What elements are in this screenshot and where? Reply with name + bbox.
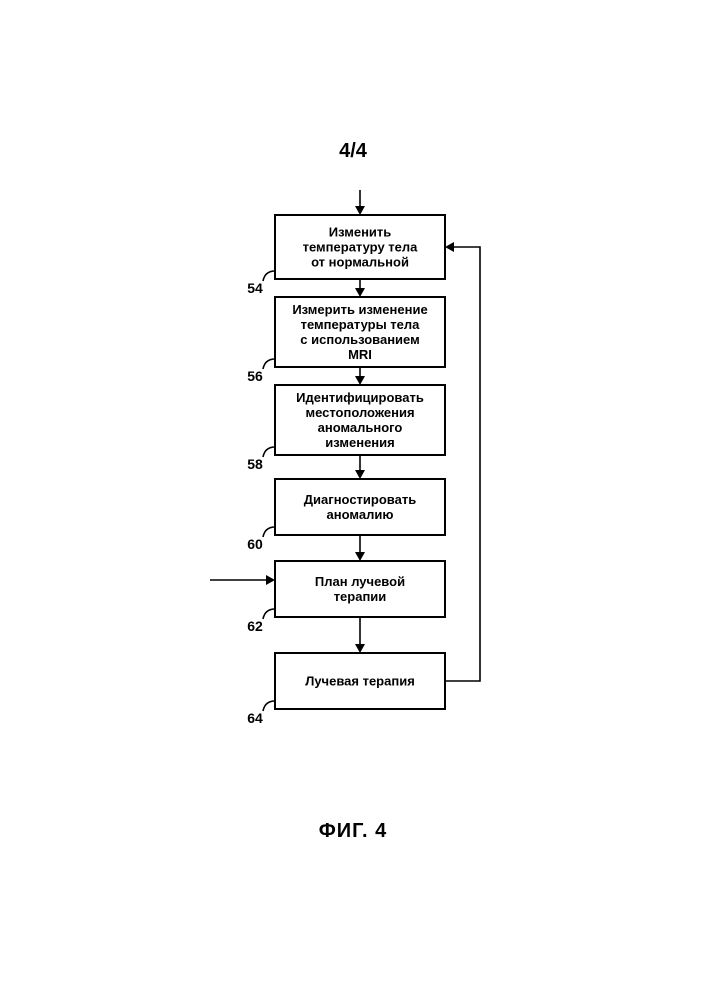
flow-box-text: MRI [348,347,372,362]
flowchart-svg: Изменитьтемпературу телаот нормальной 54 И… [0,0,706,999]
flow-box-text: с использованием [300,332,419,347]
flow-box-text: Идентифицировать [296,390,424,405]
ref-hook [263,359,275,369]
flow-box-text: План лучевой [315,574,405,589]
flow-box-text: от нормальной [311,254,409,269]
ref-number: 62 [247,618,263,634]
ref-number: 56 [247,368,263,384]
flow-box-text: Измерить изменение [292,302,427,317]
ref-number: 58 [247,456,263,472]
flow-box-text: аномалию [327,507,394,522]
flow-box-text: температуры тела [301,317,421,332]
flow-box-text: температуру тела [303,239,419,254]
ref-number: 54 [247,280,263,296]
flow-box-text: Диагностировать [304,492,416,507]
ref-number: 60 [247,536,263,552]
ref-number: 64 [247,710,263,726]
flow-box-text: терапии [334,589,387,604]
ref-hook [263,527,275,537]
flow-box-text: аномального [318,420,403,435]
flow-box-text: Лучевая терапия [305,673,415,688]
flow-box-text: изменения [325,435,395,450]
flow-box-text: местоположения [305,405,414,420]
ref-hook [263,271,275,281]
page: 4/4 ФИГ. 4 Изменитьтемпературу телаот но… [0,0,706,999]
flow-box-text: Изменить [329,224,392,239]
feedback-path [445,247,480,681]
ref-hook [263,609,275,619]
ref-hook [263,701,275,711]
ref-hook [263,447,275,457]
